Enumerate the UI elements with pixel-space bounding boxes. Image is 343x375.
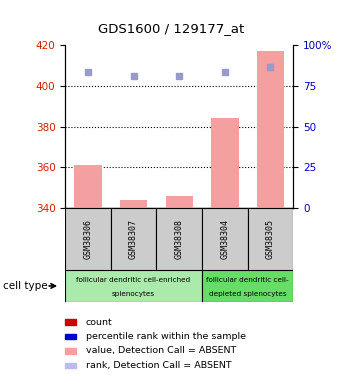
Bar <box>156 208 202 270</box>
Text: GSM38307: GSM38307 <box>129 219 138 259</box>
Bar <box>202 270 293 302</box>
Text: percentile rank within the sample: percentile rank within the sample <box>86 332 246 341</box>
Text: GSM38304: GSM38304 <box>220 219 229 259</box>
Bar <box>248 208 293 270</box>
Text: cell type: cell type <box>3 281 48 291</box>
Bar <box>65 363 76 368</box>
Text: depleted splenocytes: depleted splenocytes <box>209 291 286 297</box>
Text: follicular dendritic cell-enriched: follicular dendritic cell-enriched <box>76 277 191 283</box>
Text: rank, Detection Call = ABSENT: rank, Detection Call = ABSENT <box>86 361 231 370</box>
Bar <box>65 348 76 354</box>
Text: value, Detection Call = ABSENT: value, Detection Call = ABSENT <box>86 346 236 355</box>
Bar <box>111 208 156 270</box>
Bar <box>65 320 76 325</box>
Bar <box>257 51 284 208</box>
Text: follicular dendritic cell-: follicular dendritic cell- <box>206 277 289 283</box>
Bar <box>65 270 202 302</box>
Text: splenocytes: splenocytes <box>112 291 155 297</box>
Bar <box>211 118 238 208</box>
Point <box>222 69 228 75</box>
Text: GDS1600 / 129177_at: GDS1600 / 129177_at <box>98 22 245 34</box>
Point <box>131 73 137 79</box>
Bar <box>65 334 76 339</box>
Bar <box>202 208 248 270</box>
Bar <box>74 165 102 208</box>
Bar <box>120 200 147 208</box>
Text: GSM38308: GSM38308 <box>175 219 184 259</box>
Text: GSM38305: GSM38305 <box>266 219 275 259</box>
Text: count: count <box>86 318 113 327</box>
Point <box>268 64 273 70</box>
Text: GSM38306: GSM38306 <box>83 219 93 259</box>
Bar <box>166 196 193 208</box>
Bar <box>65 208 111 270</box>
Point <box>176 73 182 79</box>
Point <box>85 69 91 75</box>
